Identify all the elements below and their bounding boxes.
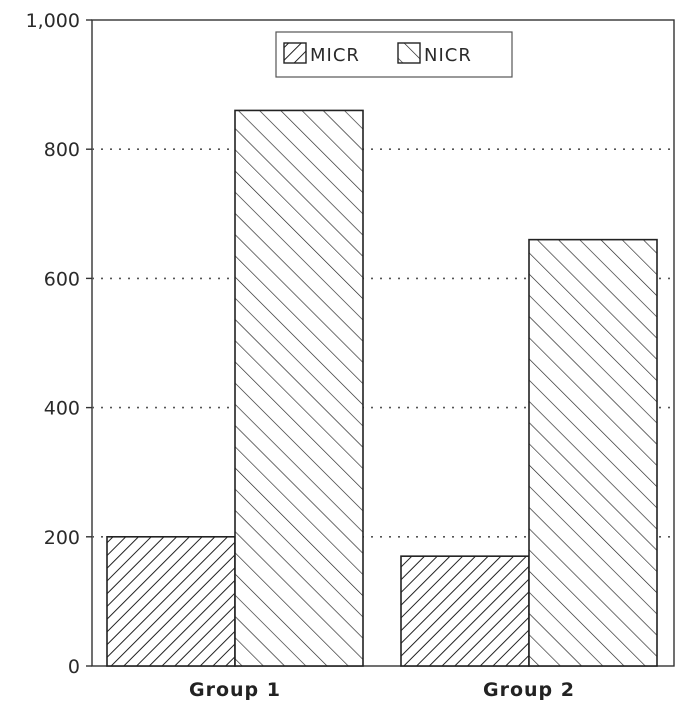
bar-micr-group-1: [106, 535, 236, 667]
y-tick-label: 800: [44, 139, 80, 161]
legend: MICR NICR: [275, 31, 513, 78]
legend-label-nicr: NICR: [424, 45, 472, 66]
bar-nicr-group-2: [528, 238, 658, 667]
bars: [106, 109, 658, 667]
bar-micr-group-2: [400, 555, 530, 667]
x-category-label: Group 2: [483, 679, 575, 701]
bar-nicr-group-1: [234, 109, 364, 667]
legend-swatch-nicr: [397, 42, 421, 64]
y-tick-label: 0: [68, 656, 80, 678]
x-axis: Group 1 Group 2: [189, 679, 575, 701]
y-tick-label: 400: [44, 398, 80, 420]
y-tick-label: 1,000: [26, 10, 80, 32]
legend-swatch-micr: [283, 42, 307, 64]
plot-frame: [91, 19, 675, 667]
y-tick-label: 200: [44, 527, 80, 549]
y-tick-label: 600: [44, 268, 80, 290]
y-axis: 0 200 400 600 800 1,000: [26, 10, 92, 678]
x-category-label: Group 1: [189, 679, 281, 701]
legend-label-micr: MICR: [310, 45, 360, 66]
legend-box: [275, 31, 513, 78]
